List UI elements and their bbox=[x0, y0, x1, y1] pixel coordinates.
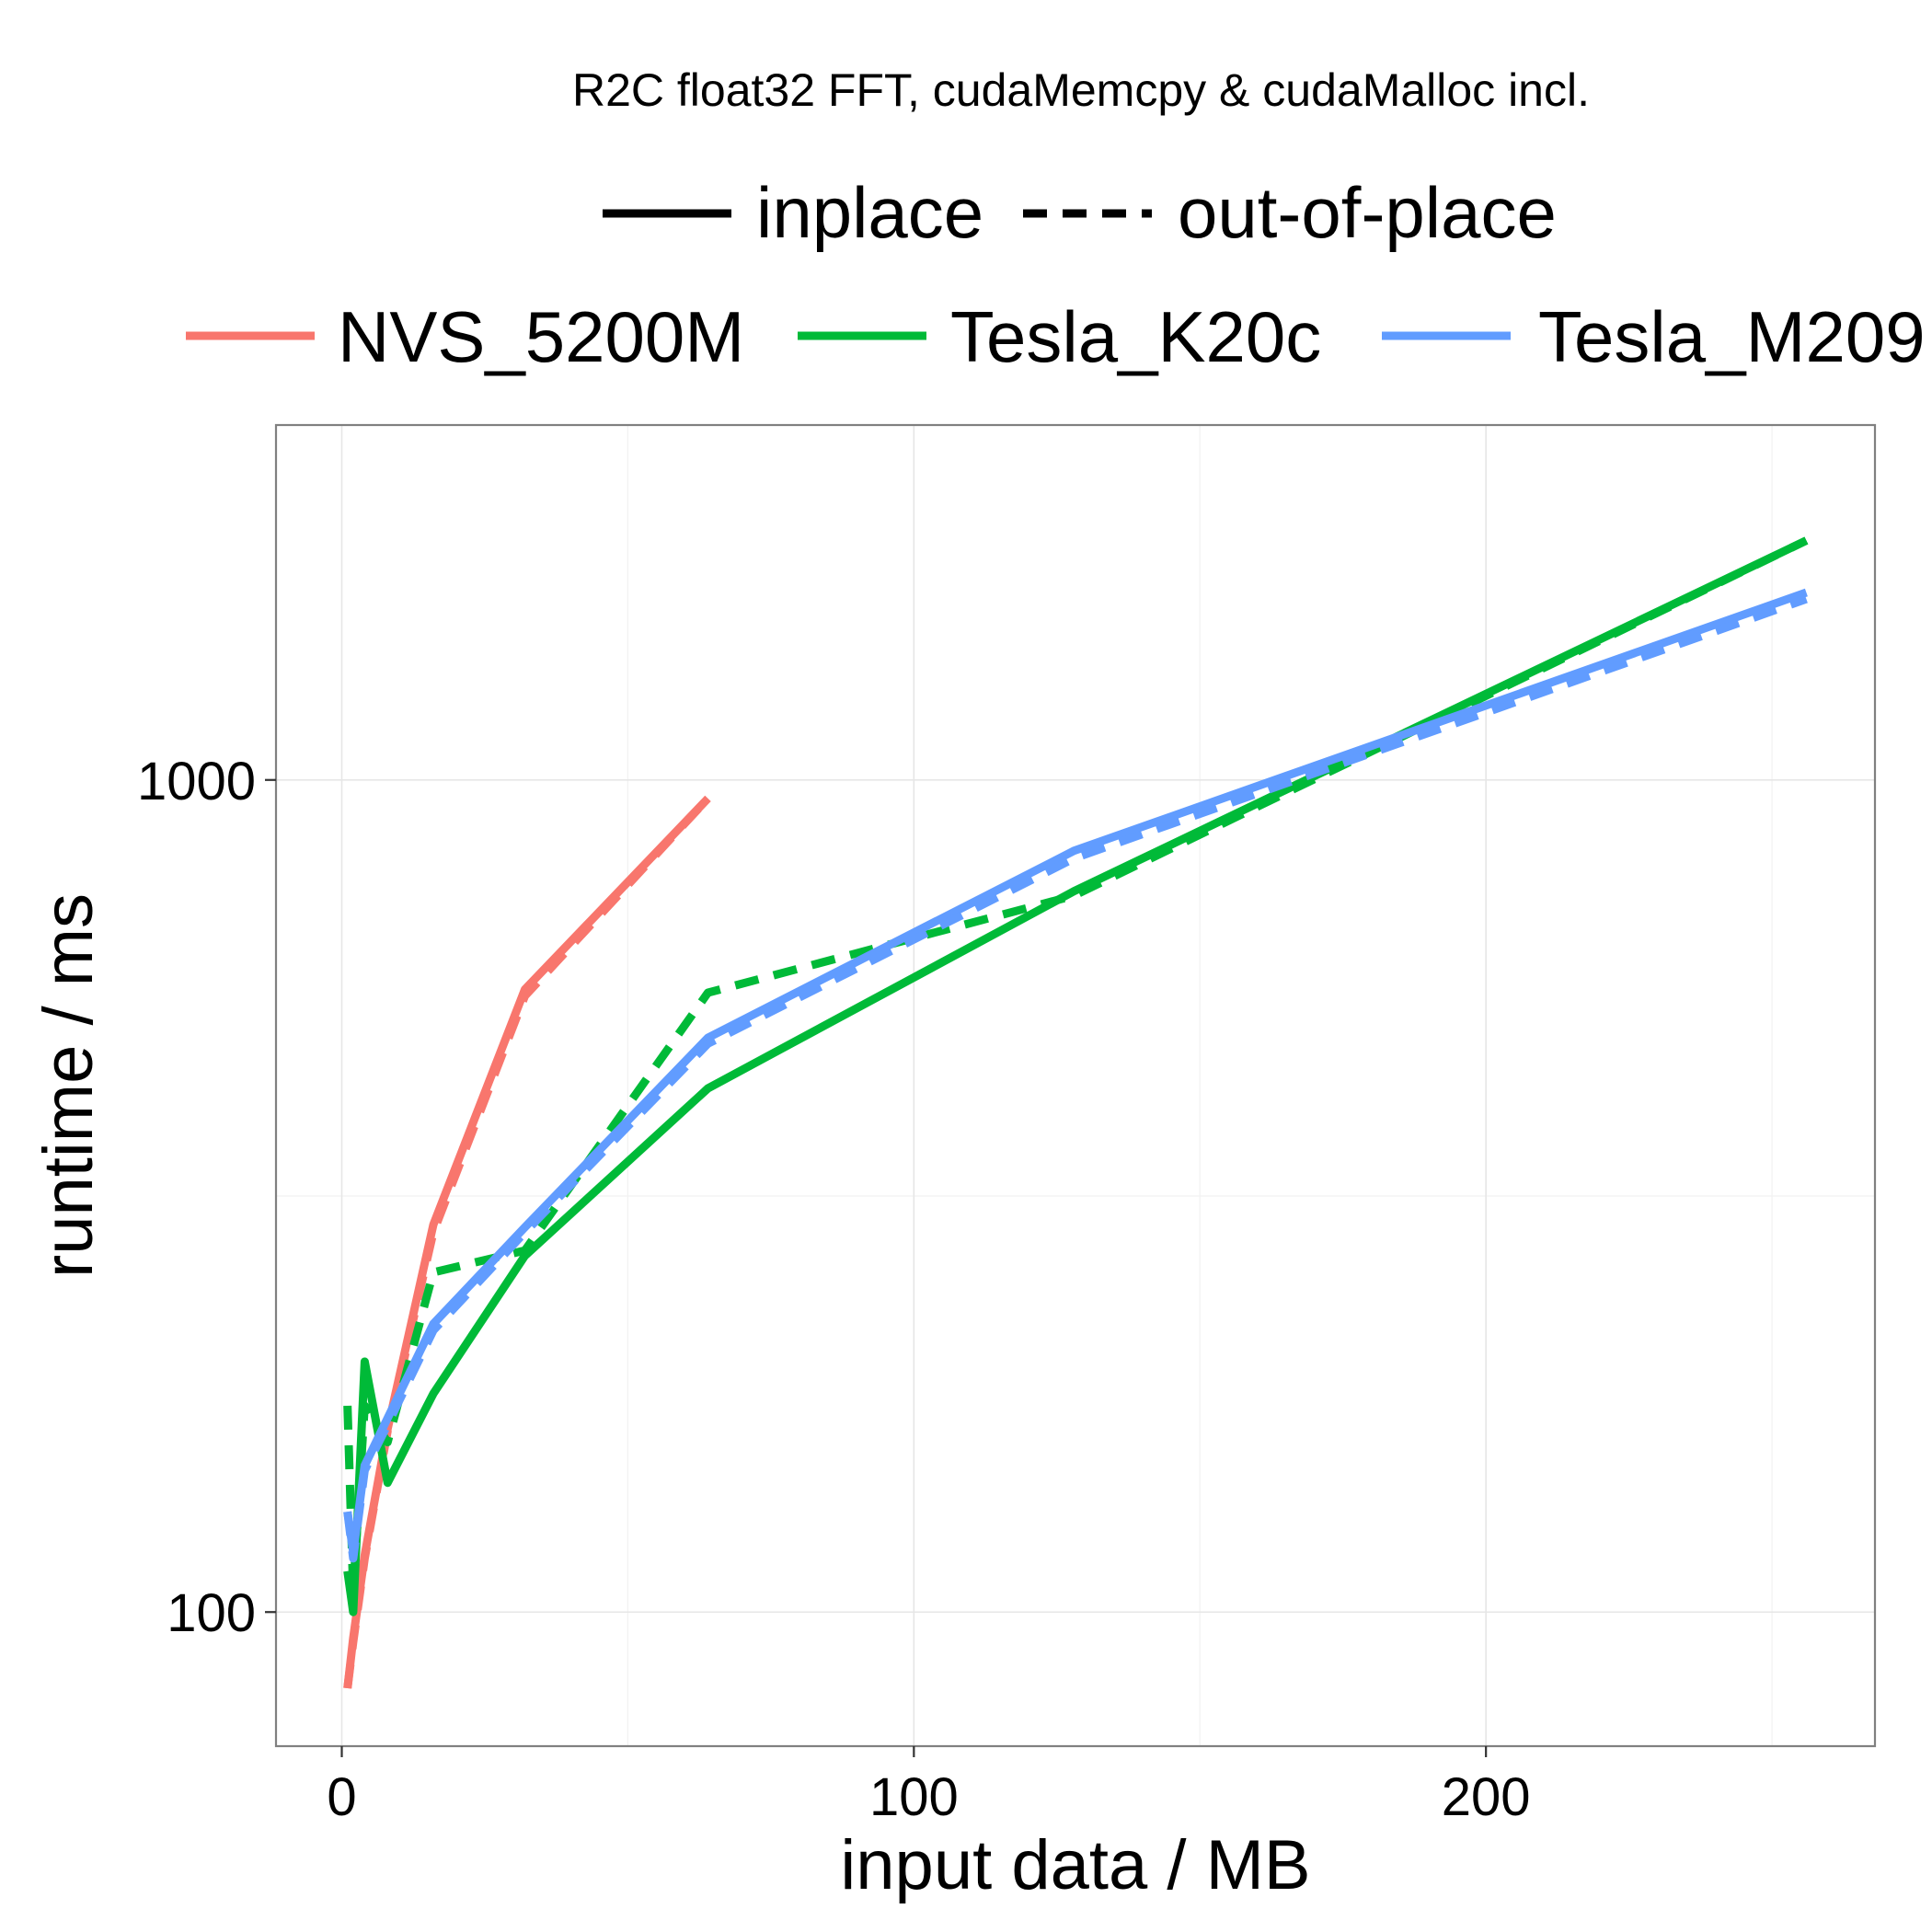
color-legend: NVS_5200M Tesla_K20c Tesla_M209 bbox=[186, 296, 1926, 377]
plot-panel-border bbox=[274, 423, 1877, 1748]
legend-label-inplace: inplace bbox=[756, 172, 983, 253]
x-tick-label: 100 bbox=[869, 1767, 959, 1827]
y-axis-label: runtime / ms bbox=[29, 893, 108, 1278]
x-tick-label: 200 bbox=[1442, 1767, 1531, 1827]
legend-label-tesla-m209: Tesla_M209 bbox=[1538, 296, 1926, 377]
x-axis-label: input data / MB bbox=[840, 1826, 1310, 1904]
legend-label-tesla-k20c: Tesla_K20c bbox=[950, 296, 1321, 377]
legend-label-out-of-place: out-of-place bbox=[1178, 172, 1557, 253]
linetype-legend: inplace out-of-place bbox=[603, 172, 1557, 253]
axis-ticks: 0 100 200 100 1000 bbox=[137, 752, 1531, 1827]
series-layer bbox=[343, 536, 1809, 1689]
grid bbox=[276, 425, 1875, 1746]
series-line-tesla-m209-out-of-place bbox=[343, 594, 1808, 1563]
y-tick-label: 100 bbox=[167, 1583, 256, 1643]
x-tick-label: 0 bbox=[327, 1767, 356, 1827]
y-tick-label: 1000 bbox=[137, 752, 256, 811]
chart-title: R2C float32 FFT, cudaMemcpy & cudaMalloc… bbox=[572, 64, 1590, 116]
legend-label-nvs-5200m: NVS_5200M bbox=[338, 296, 744, 377]
